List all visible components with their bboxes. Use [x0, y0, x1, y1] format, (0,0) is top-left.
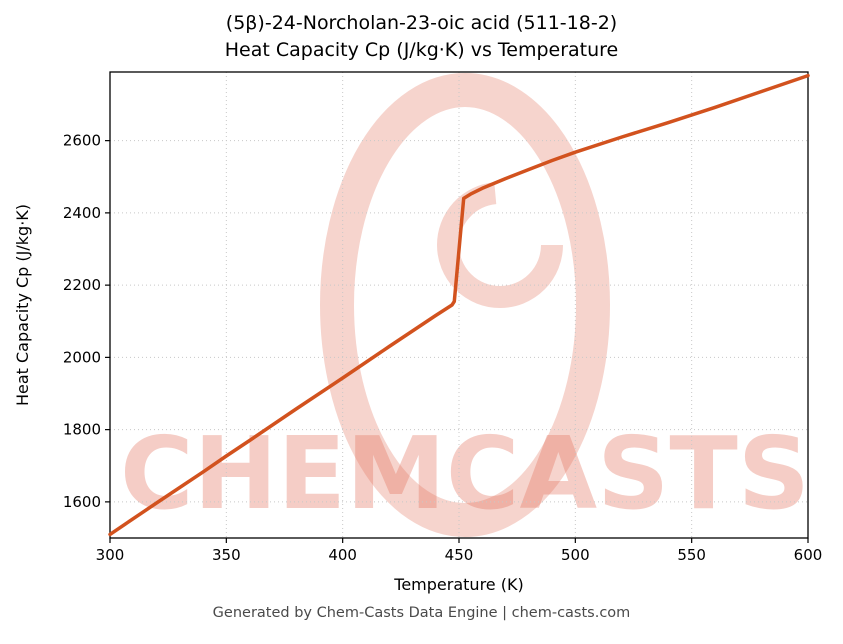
chart-title: (5β)-24-Norcholan-23-oic acid (511-18-2)… — [0, 10, 843, 63]
tick-marks — [105, 140, 809, 543]
chart-title-line1: (5β)-24-Norcholan-23-oic acid (511-18-2) — [225, 12, 618, 34]
axes-box — [109, 71, 809, 539]
x-tick-label: 400 — [328, 546, 357, 564]
watermark-text: CHEMCASTS — [120, 415, 810, 532]
x-axis-label: Temperature (K) — [393, 575, 523, 594]
watermark: CHEMCASTS — [120, 73, 810, 537]
x-tick-label: 350 — [212, 546, 241, 564]
chart-title-line2: Heat Capacity Cp (J/kg·K) vs Temperature — [224, 38, 619, 61]
watermark-swirl-icon — [437, 182, 563, 308]
y-tick-label: 2000 — [63, 348, 101, 366]
cp-data-line — [108, 73, 810, 537]
x-tick-label: 500 — [561, 546, 590, 564]
y-tick-label: 2600 — [63, 132, 101, 150]
x-tick-label: 550 — [677, 546, 706, 564]
x-tick-label: 450 — [445, 546, 474, 564]
y-tick-label: 1800 — [63, 421, 101, 439]
y-tick-label: 2200 — [63, 276, 101, 294]
watermark-ring-icon — [320, 73, 610, 537]
y-tick-label: 1600 — [63, 493, 101, 511]
tick-labels: 300 350 400 450 500 550 600 1600 1800 2000 2200 240… — [63, 132, 823, 564]
y-tick-label: 2400 — [63, 204, 101, 222]
x-tick-label: 300 — [96, 546, 125, 564]
footer-text: Generated by Chem-Casts Data Engine | ch… — [212, 605, 631, 621]
x-tick-label: 600 — [794, 546, 823, 564]
y-axis-label: Heat Capacity Cp (J/kg·K) — [13, 204, 32, 406]
